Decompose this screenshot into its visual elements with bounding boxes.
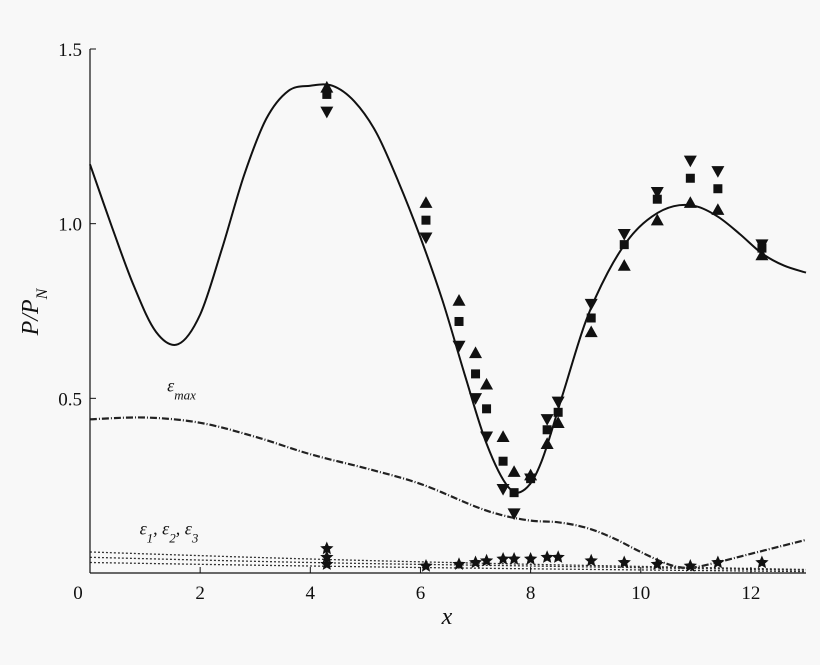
star-marker bbox=[320, 557, 334, 570]
star-marker bbox=[320, 541, 334, 555]
triangle-down-marker bbox=[617, 228, 631, 241]
triangle-down-marker bbox=[524, 473, 538, 486]
square-marker bbox=[482, 404, 492, 414]
star-marker bbox=[479, 553, 494, 567]
triangle-up-marker bbox=[496, 430, 510, 442]
triangle-up-marker bbox=[540, 437, 554, 449]
emax-label: εmax bbox=[167, 375, 196, 402]
star-marker bbox=[320, 550, 334, 563]
star-marker bbox=[683, 559, 697, 572]
triangle-up-marker bbox=[320, 80, 334, 93]
triangle-down-marker bbox=[320, 106, 334, 119]
triangle-up-marker bbox=[711, 203, 725, 215]
triangle-down-marker bbox=[480, 431, 494, 444]
emax-curve bbox=[89, 416, 807, 569]
x-tick-label: 0 bbox=[73, 583, 83, 604]
triangle-down-marker bbox=[711, 166, 725, 178]
triangle-down-marker bbox=[419, 232, 433, 245]
star-marker bbox=[551, 550, 565, 563]
triangle-down-marker bbox=[551, 396, 565, 409]
x-tick-label: 10 bbox=[631, 583, 650, 604]
epsilon-curve bbox=[89, 556, 807, 571]
square-marker bbox=[498, 456, 508, 466]
x-tick-label: 4 bbox=[306, 583, 316, 604]
square-marker bbox=[542, 425, 552, 435]
x-tick-label: 12 bbox=[741, 583, 760, 604]
triangle-down-marker bbox=[683, 155, 697, 168]
triangle-down-marker bbox=[584, 298, 598, 311]
star-marker bbox=[755, 555, 769, 569]
x-tick-label: 6 bbox=[416, 583, 426, 604]
triangle-up-marker bbox=[584, 325, 598, 338]
triangle-up-marker bbox=[755, 248, 769, 261]
square-marker bbox=[713, 184, 723, 194]
star-marker bbox=[584, 553, 598, 567]
y-tick-label: 1.0 bbox=[58, 215, 82, 236]
triangle-up-marker bbox=[419, 196, 433, 208]
triangle-up-marker bbox=[683, 196, 697, 208]
star-marker bbox=[419, 559, 433, 572]
annotations: εmax ε1, ε2, ε3 bbox=[140, 375, 199, 545]
square-marker bbox=[471, 369, 481, 379]
triangle-up-marker bbox=[480, 377, 494, 390]
y-axis-label: P/PN bbox=[18, 287, 51, 336]
star-marker bbox=[524, 552, 538, 565]
y-tick-label: 0.5 bbox=[58, 389, 82, 410]
square-marker bbox=[619, 240, 629, 250]
triangle-down-marker bbox=[496, 483, 510, 496]
axes: 0 2 4 6 8 10 12 0.5 1.0 1.5 x P/PN bbox=[18, 40, 806, 630]
x-axis-label: x bbox=[441, 604, 453, 630]
x-tick-label: 2 bbox=[195, 583, 205, 604]
square-marker bbox=[685, 173, 695, 183]
triangle-up-marker bbox=[507, 465, 521, 477]
triangle-down-marker bbox=[507, 508, 521, 521]
triangle-up-marker bbox=[617, 259, 631, 271]
triangle-up-marker bbox=[452, 294, 466, 306]
star-marker bbox=[452, 557, 466, 570]
star-marker bbox=[468, 555, 483, 569]
star-marker bbox=[650, 557, 664, 570]
square-marker bbox=[553, 407, 563, 417]
epsilon-curve bbox=[89, 551, 807, 571]
square-marker bbox=[322, 89, 332, 99]
square-marker bbox=[421, 215, 431, 225]
square-marker bbox=[586, 313, 596, 323]
x-tick-label: 8 bbox=[526, 583, 536, 604]
star-marker bbox=[711, 555, 725, 569]
triangle-up-marker bbox=[551, 416, 565, 428]
star-marker bbox=[617, 555, 631, 569]
solid-curve bbox=[89, 83, 807, 494]
triangle-down-marker bbox=[650, 187, 664, 199]
triangle-down-marker bbox=[469, 393, 483, 405]
y-tick-label: 1.5 bbox=[58, 40, 82, 61]
star-marker bbox=[496, 552, 510, 565]
triangle-down-marker bbox=[755, 239, 769, 252]
epsilon-label: ε1, ε2, ε3 bbox=[140, 519, 199, 546]
triangle-up-marker bbox=[650, 213, 664, 226]
plot-lines bbox=[89, 83, 807, 573]
square-marker bbox=[454, 316, 464, 326]
square-marker bbox=[509, 488, 519, 498]
star-marker bbox=[507, 552, 521, 565]
triangle-down-marker bbox=[540, 414, 554, 426]
triangle-down-marker bbox=[452, 340, 466, 353]
star-marker bbox=[540, 550, 554, 563]
epsilon-curve bbox=[89, 561, 807, 573]
square-marker bbox=[652, 194, 662, 204]
plot-marks bbox=[320, 80, 769, 572]
triangle-up-marker bbox=[469, 346, 483, 359]
